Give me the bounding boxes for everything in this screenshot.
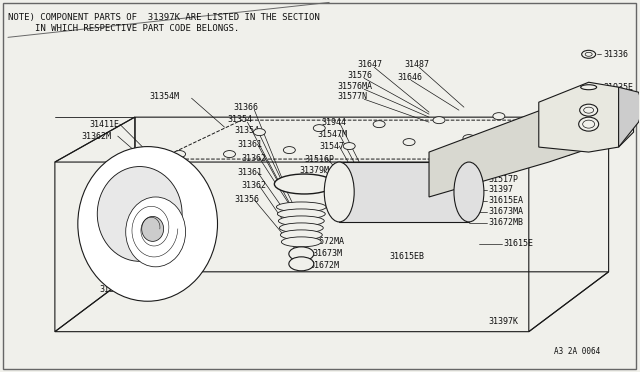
Text: 31356: 31356 — [234, 195, 259, 205]
Text: 31615EA: 31615EA — [489, 196, 524, 205]
Text: 31672M: 31672M — [309, 261, 339, 270]
Text: 31362: 31362 — [241, 154, 266, 163]
Text: 31615EB: 31615EB — [389, 252, 424, 262]
Text: 31362M: 31362M — [82, 132, 112, 141]
Text: 31944: 31944 — [321, 118, 346, 126]
Text: 31379M: 31379M — [300, 166, 330, 174]
Text: 31577M: 31577M — [489, 164, 519, 173]
Ellipse shape — [282, 237, 321, 247]
Ellipse shape — [223, 151, 236, 158]
Text: 31576: 31576 — [348, 71, 372, 80]
Text: 31672MB: 31672MB — [489, 218, 524, 227]
Ellipse shape — [314, 125, 325, 132]
Polygon shape — [429, 107, 594, 197]
Text: 31673M: 31673M — [312, 249, 342, 258]
Polygon shape — [619, 87, 640, 147]
Polygon shape — [339, 162, 469, 222]
Text: 31628: 31628 — [604, 106, 628, 115]
Text: A3 2A 0064: A3 2A 0064 — [554, 347, 600, 356]
Text: 31516P: 31516P — [304, 154, 334, 164]
Ellipse shape — [454, 162, 484, 222]
Ellipse shape — [275, 174, 334, 194]
Text: 31647: 31647 — [357, 60, 382, 69]
Ellipse shape — [493, 113, 505, 120]
Ellipse shape — [253, 129, 266, 136]
Text: 31577N: 31577N — [337, 92, 367, 101]
Ellipse shape — [284, 147, 295, 154]
Ellipse shape — [289, 247, 314, 261]
Ellipse shape — [125, 197, 186, 267]
Ellipse shape — [580, 85, 596, 90]
Text: 31517P: 31517P — [489, 174, 519, 183]
Polygon shape — [539, 82, 634, 152]
Text: 31411E: 31411E — [90, 120, 120, 129]
Text: 31672MA: 31672MA — [309, 237, 344, 246]
Text: 31354: 31354 — [234, 126, 259, 135]
Ellipse shape — [97, 167, 182, 261]
Text: 31615E: 31615E — [504, 239, 534, 248]
Ellipse shape — [276, 202, 326, 212]
Ellipse shape — [280, 230, 323, 240]
Ellipse shape — [585, 52, 592, 56]
Ellipse shape — [463, 135, 475, 142]
Ellipse shape — [280, 223, 323, 233]
Ellipse shape — [403, 139, 415, 145]
Ellipse shape — [141, 217, 164, 241]
Ellipse shape — [278, 216, 324, 226]
Text: 31547: 31547 — [319, 142, 344, 151]
Text: 31361: 31361 — [237, 140, 262, 148]
Text: 31335: 31335 — [452, 151, 477, 161]
Ellipse shape — [289, 257, 314, 271]
Text: 31576MA: 31576MA — [337, 82, 372, 91]
Text: 31935E: 31935E — [604, 83, 634, 92]
Text: 31344: 31344 — [100, 285, 125, 294]
Ellipse shape — [582, 120, 595, 128]
Ellipse shape — [343, 142, 355, 150]
Text: 31336: 31336 — [604, 50, 628, 59]
Ellipse shape — [277, 209, 325, 219]
Text: 31646: 31646 — [397, 73, 422, 82]
Ellipse shape — [324, 162, 354, 222]
Ellipse shape — [433, 117, 445, 124]
Text: 31354: 31354 — [227, 115, 253, 124]
Text: 31361: 31361 — [237, 167, 262, 177]
Text: IN WHICH RESPECTIVE PART CODE BELONGS.: IN WHICH RESPECTIVE PART CODE BELONGS. — [35, 24, 239, 33]
Ellipse shape — [373, 121, 385, 128]
Text: 31397: 31397 — [489, 186, 514, 195]
Text: 31397K: 31397K — [489, 317, 519, 326]
Ellipse shape — [584, 107, 594, 113]
Text: 31623: 31623 — [604, 120, 628, 129]
Text: NOTE) COMPONENT PARTS OF  31397K ARE LISTED IN THE SECTION: NOTE) COMPONENT PARTS OF 31397K ARE LIST… — [8, 13, 320, 22]
Ellipse shape — [582, 50, 596, 58]
Ellipse shape — [579, 117, 598, 131]
Ellipse shape — [173, 151, 186, 158]
Text: 31362: 31362 — [241, 182, 266, 190]
Ellipse shape — [78, 147, 218, 301]
Text: 31487: 31487 — [404, 60, 429, 69]
Text: 31547M: 31547M — [317, 129, 348, 139]
Ellipse shape — [580, 104, 598, 116]
Text: 31354M: 31354M — [150, 92, 180, 101]
Text: 31366: 31366 — [234, 103, 259, 112]
Text: 31673MA: 31673MA — [489, 208, 524, 217]
